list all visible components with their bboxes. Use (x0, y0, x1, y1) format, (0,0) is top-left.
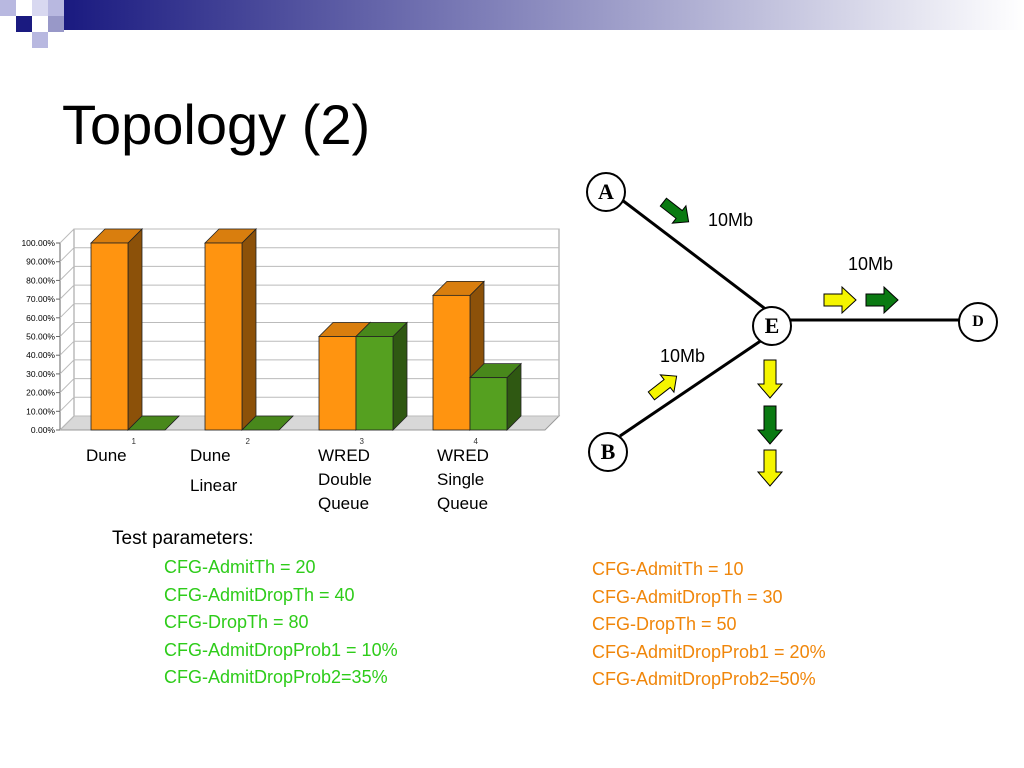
arrow-up-right-icon (647, 374, 678, 401)
bar (241, 415, 294, 431)
y-tick-label: 20.00% (26, 388, 55, 398)
deco-square (16, 16, 32, 32)
node-e: E (752, 306, 792, 346)
y-tick-label: 80.00% (26, 275, 55, 285)
param-item: CFG-AdmitDropTh = 40 (164, 584, 355, 605)
link-label-b-e: 10Mb (660, 346, 706, 366)
bar-front (469, 377, 508, 431)
bar (204, 228, 257, 431)
x-category-label: WRED Single Queue (437, 444, 489, 516)
category-label-line: Queue (318, 494, 370, 513)
x-tick-number: 1 (131, 437, 136, 446)
category-label-line: Linear (190, 476, 238, 495)
x-tick-number: 2 (245, 437, 250, 446)
x-category-label: WRED Double Queue (318, 444, 372, 516)
bar (432, 280, 485, 431)
params-list-right: CFG-AdmitTh = 10 CFG-AdmitDropTh = 30 CF… (592, 556, 826, 694)
arrow-right-icon (823, 285, 857, 315)
x-tick-number: 4 (473, 437, 478, 446)
chart-bars (90, 228, 522, 431)
arrow-down-icon (756, 359, 784, 399)
link-b-e (619, 338, 763, 438)
node-a: A (586, 172, 626, 212)
category-label-line: WRED (437, 446, 489, 465)
y-tick-label: 30.00% (26, 369, 55, 379)
param-item: CFG-AdmitTh = 20 (164, 557, 316, 577)
param-item: CFG-AdmitDropTh = 30 (592, 586, 783, 607)
deco-square (32, 0, 48, 16)
gridline (59, 265, 559, 281)
arrow-right-icon (865, 285, 899, 315)
param-item: CFG-AdmitDropProb2=35% (164, 667, 388, 687)
deco-square (32, 32, 48, 48)
params-heading: Test parameters: (112, 528, 254, 549)
gridline (59, 303, 559, 319)
gridline (59, 228, 559, 244)
category-label-line: Dune (190, 446, 231, 465)
deco-square (0, 0, 16, 16)
bar-front (355, 336, 394, 431)
header-gradient-bar (64, 0, 1024, 30)
category-label-line: Single (437, 470, 485, 489)
y-tick-label: 60.00% (26, 313, 55, 323)
deco-square (48, 16, 64, 32)
arrow-down-right-icon (659, 197, 690, 224)
param-item: CFG-DropTh = 50 (592, 614, 737, 634)
bar-top (127, 415, 180, 431)
node-b: B (588, 432, 628, 472)
bar (90, 228, 143, 431)
bar-front (90, 242, 129, 431)
param-item: CFG-AdmitDropProb1 = 20% (592, 641, 826, 662)
y-tick-label: 90.00% (26, 257, 55, 267)
y-tick-label: 50.00% (26, 332, 55, 342)
gridline (59, 284, 559, 300)
arrow-down-icon (756, 449, 784, 487)
y-tick-label: 0.00% (31, 425, 56, 435)
y-tick-label: 70.00% (26, 294, 55, 304)
bar-front (432, 294, 471, 431)
y-tick-label: 40.00% (26, 350, 55, 360)
param-item: CFG-AdmitTh = 10 (592, 559, 744, 579)
param-item: CFG-AdmitDropProb1 = 10% (164, 639, 398, 660)
bar (469, 362, 522, 431)
bar-front (318, 336, 357, 431)
x-tick-number: 3 (359, 437, 364, 446)
slide-title: Topology (2) (62, 93, 371, 156)
gridline (59, 247, 559, 263)
y-tick-label: 10.00% (26, 406, 55, 416)
params-list-left: CFG-AdmitTh = 20 CFG-AdmitDropTh = 40 CF… (164, 554, 398, 692)
category-label-line: Dune (86, 446, 127, 465)
bar-front (204, 242, 243, 431)
arrow-down-icon (756, 405, 784, 445)
link-a-e (621, 198, 773, 316)
y-tick-label: 100.00% (21, 238, 55, 248)
corner-decoration (0, 0, 1024, 48)
link-label-e-d: 10Mb (848, 254, 894, 274)
bar (355, 321, 408, 431)
link-label-a-e: 10Mb (708, 210, 754, 230)
category-label-line: Queue (437, 494, 489, 513)
node-d: D (958, 302, 998, 342)
category-label-line: WRED (318, 446, 370, 465)
category-label-line: Double (318, 470, 372, 489)
param-item: CFG-AdmitDropProb2=50% (592, 669, 816, 689)
x-category-label: Dune (86, 444, 127, 468)
x-category-label: Dune Linear (190, 444, 237, 498)
bar (127, 415, 180, 431)
deco-square (48, 0, 64, 16)
bar-top (241, 415, 294, 431)
param-item: CFG-DropTh = 80 (164, 612, 309, 632)
